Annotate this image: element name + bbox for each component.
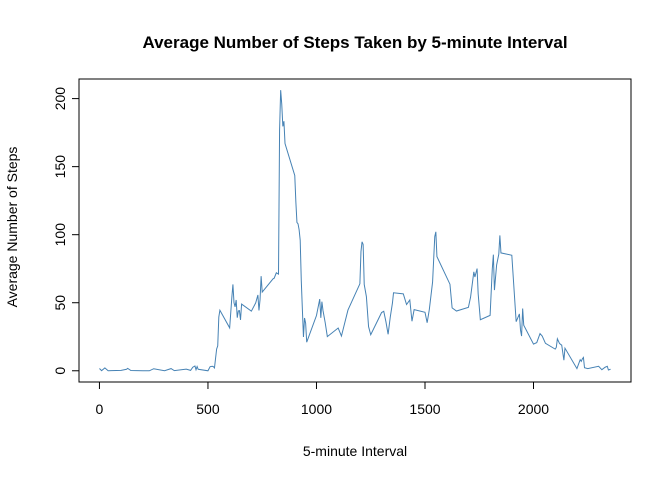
x-tick-label: 500 [196, 401, 220, 417]
plot-box [78, 78, 632, 383]
x-tick-label: 2000 [518, 401, 549, 417]
data-line [99, 90, 611, 372]
y-tick-label: 50 [52, 295, 68, 311]
x-axis-label: 5-minute Interval [303, 443, 407, 459]
chart-title: Average Number of Steps Taken by 5-minut… [142, 33, 567, 52]
x-tick-label: 1500 [409, 401, 440, 417]
y-axis-label: Average Number of Steps [4, 147, 20, 308]
y-tick-label: 200 [52, 87, 68, 111]
x-tick-label: 0 [96, 401, 104, 417]
x-tick-label: 1000 [301, 401, 332, 417]
y-tick-label: 100 [52, 223, 68, 247]
y-tick-label: 0 [52, 367, 68, 375]
y-tick-label: 150 [52, 155, 68, 179]
